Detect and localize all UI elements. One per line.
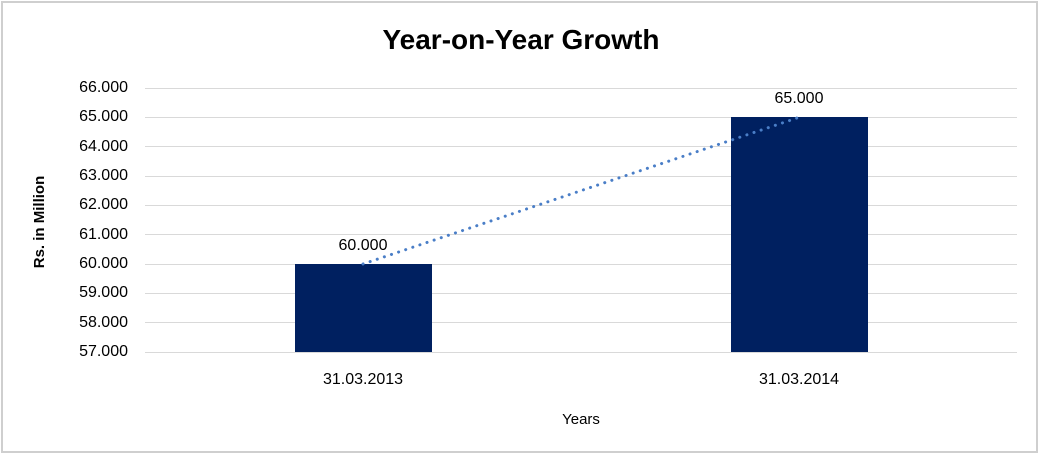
gridline bbox=[145, 322, 1017, 324]
gridline bbox=[145, 292, 1017, 294]
bar bbox=[730, 117, 868, 352]
y-tick-label: 60.000 bbox=[79, 255, 128, 272]
gridline bbox=[145, 351, 1017, 353]
bar bbox=[294, 264, 432, 352]
x-tick-label: 31.03.2013 bbox=[322, 371, 404, 388]
x-axis-title: Years bbox=[562, 411, 600, 428]
gridline bbox=[145, 87, 1017, 89]
bar-data-label: 60.000 bbox=[338, 237, 388, 254]
bar-data-label: 65.000 bbox=[774, 90, 824, 108]
chart-title: Year-on-Year Growth bbox=[382, 24, 660, 55]
trendline bbox=[361, 115, 801, 266]
gridline bbox=[145, 204, 1017, 206]
y-tick-label: 63.000 bbox=[79, 167, 128, 184]
y-tick-label: 62.000 bbox=[79, 196, 128, 214]
y-tick-label: 58.000 bbox=[79, 313, 128, 331]
y-tick-label: 61.000 bbox=[79, 225, 128, 243]
y-tick-label: 57.000 bbox=[79, 343, 128, 360]
gridline bbox=[145, 234, 1017, 236]
y-tick-label: 65.000 bbox=[79, 108, 128, 126]
y-tick-label: 64.000 bbox=[79, 137, 128, 155]
gridline bbox=[145, 175, 1017, 177]
y-tick-label: 66.000 bbox=[79, 79, 128, 96]
plot-area: 60.000 65.000 bbox=[145, 87, 1017, 353]
gridline bbox=[145, 116, 1017, 118]
x-tick-label: 31.03.2014 bbox=[758, 371, 840, 388]
gridline bbox=[145, 146, 1017, 148]
gridline bbox=[145, 263, 1017, 265]
y-tick-label: 59.000 bbox=[79, 284, 128, 302]
